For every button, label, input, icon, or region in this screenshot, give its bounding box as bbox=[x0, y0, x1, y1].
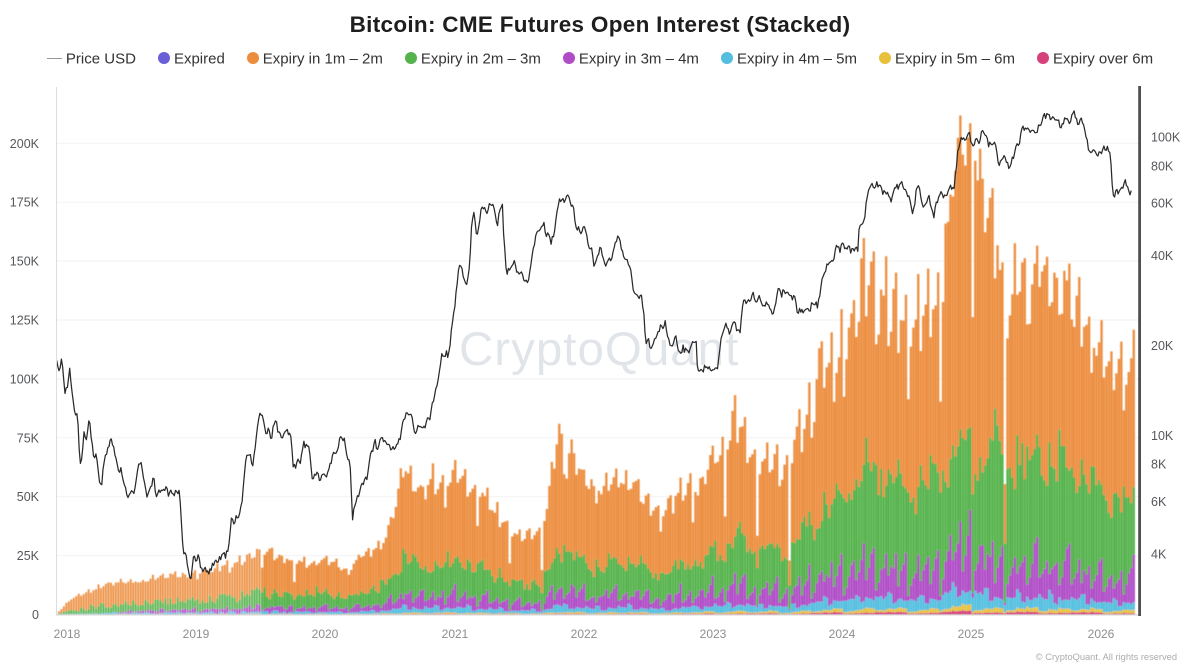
svg-text:2024: 2024 bbox=[829, 627, 856, 641]
svg-text:2018: 2018 bbox=[54, 627, 81, 641]
svg-text:100K: 100K bbox=[10, 372, 40, 386]
svg-text:100K: 100K bbox=[1151, 131, 1181, 145]
svg-text:2023: 2023 bbox=[700, 627, 727, 641]
svg-text:CryptoQuant: CryptoQuant bbox=[459, 323, 739, 376]
svg-text:175K: 175K bbox=[10, 196, 40, 210]
svg-text:10K: 10K bbox=[1151, 429, 1174, 443]
svg-text:150K: 150K bbox=[10, 255, 40, 269]
svg-text:50K: 50K bbox=[17, 490, 40, 504]
svg-text:© CryptoQuant. All rights rese: © CryptoQuant. All rights reserved bbox=[1036, 652, 1177, 662]
svg-text:2020: 2020 bbox=[312, 627, 339, 641]
svg-text:25K: 25K bbox=[17, 549, 40, 563]
svg-text:200K: 200K bbox=[10, 137, 40, 151]
svg-text:20K: 20K bbox=[1151, 339, 1174, 353]
svg-text:4K: 4K bbox=[1151, 548, 1167, 562]
svg-text:125K: 125K bbox=[10, 314, 40, 328]
svg-text:2026: 2026 bbox=[1088, 627, 1115, 641]
svg-text:8K: 8K bbox=[1151, 458, 1167, 472]
svg-text:2022: 2022 bbox=[571, 627, 598, 641]
svg-text:40K: 40K bbox=[1151, 249, 1174, 263]
svg-text:0: 0 bbox=[32, 608, 39, 622]
svg-text:2019: 2019 bbox=[183, 627, 210, 641]
svg-text:80K: 80K bbox=[1151, 159, 1174, 173]
svg-text:75K: 75K bbox=[17, 431, 40, 445]
svg-text:2021: 2021 bbox=[442, 627, 469, 641]
svg-text:2025: 2025 bbox=[958, 627, 985, 641]
svg-text:6K: 6K bbox=[1151, 495, 1167, 509]
svg-text:60K: 60K bbox=[1151, 197, 1174, 211]
